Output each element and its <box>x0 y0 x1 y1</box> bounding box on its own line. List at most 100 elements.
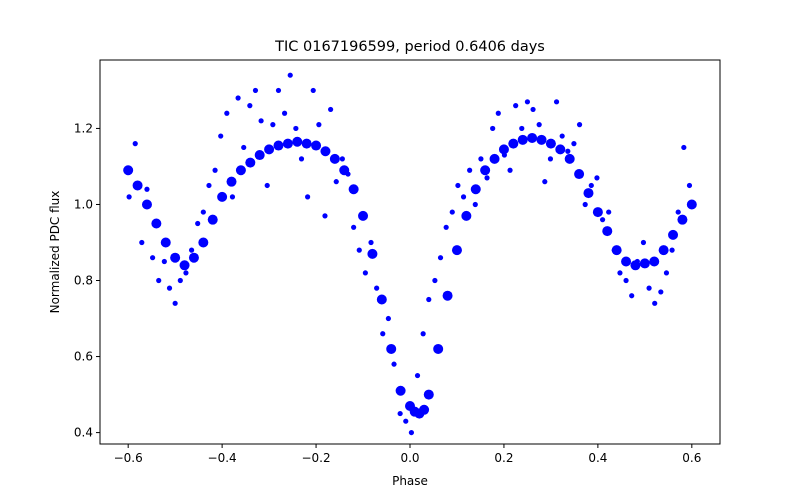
data-point <box>188 252 199 263</box>
data-point <box>542 179 548 185</box>
data-point <box>161 258 167 265</box>
data-point <box>677 214 688 225</box>
data-point <box>206 182 212 189</box>
data-point <box>536 122 542 128</box>
y-tick-label: 0.4 <box>74 426 93 440</box>
data-point <box>245 157 256 168</box>
data-point <box>177 277 183 284</box>
data-point <box>183 270 189 276</box>
data-point <box>385 315 391 322</box>
data-point <box>348 184 359 195</box>
data-point <box>254 150 265 161</box>
x-tick-label: 0.0 <box>400 451 419 465</box>
data-point <box>602 226 613 237</box>
data-point <box>292 136 303 147</box>
data-point <box>686 199 697 210</box>
data-point <box>652 300 658 306</box>
data-point <box>358 210 369 221</box>
data-point <box>530 106 536 113</box>
data-point <box>472 201 478 208</box>
data-point <box>351 224 357 230</box>
data-point <box>166 285 173 291</box>
data-point <box>451 245 462 256</box>
data-point <box>668 229 679 240</box>
data-point <box>639 258 650 269</box>
data-point <box>649 256 660 267</box>
data-point <box>188 247 195 253</box>
data-point <box>328 106 334 113</box>
data-point <box>264 144 275 155</box>
data-point <box>270 122 276 128</box>
data-point <box>391 361 397 367</box>
data-point <box>395 385 406 396</box>
data-point <box>132 180 143 191</box>
x-tick-label: −0.2 <box>301 451 330 465</box>
data-point <box>380 331 386 337</box>
data-point <box>498 144 509 155</box>
data-point <box>449 209 455 215</box>
data-point <box>681 144 687 151</box>
data-point <box>414 372 421 379</box>
data-point <box>281 110 288 116</box>
data-point <box>489 153 500 164</box>
data-point <box>594 175 600 181</box>
y-tick-label: 1.0 <box>74 197 93 211</box>
data-point <box>144 186 150 192</box>
data-point <box>298 156 305 162</box>
data-point <box>322 213 328 219</box>
data-point <box>442 290 453 301</box>
data-point <box>564 153 575 164</box>
data-point <box>150 255 156 261</box>
data-point <box>170 252 181 263</box>
data-point <box>519 125 525 132</box>
data-point <box>403 418 409 424</box>
data-point <box>480 165 491 176</box>
data-point <box>207 214 218 225</box>
data-point <box>640 239 647 246</box>
data-point <box>495 110 501 116</box>
data-point <box>423 389 434 400</box>
data-point <box>536 134 547 145</box>
data-point <box>461 210 472 221</box>
data-point <box>235 95 241 101</box>
data-point <box>437 255 444 261</box>
data-point <box>517 134 528 145</box>
y-axis-label: Normalized PDC flux <box>48 191 62 314</box>
data-point <box>310 87 316 94</box>
data-point <box>565 148 571 154</box>
data-point <box>200 209 206 215</box>
data-point <box>247 103 253 109</box>
data-point <box>634 258 640 265</box>
data-point <box>305 194 311 200</box>
data-point <box>432 277 438 284</box>
x-axis: −0.6 −0.4 −0.2 0.0 0.2 0.4 0.6 <box>114 444 701 465</box>
data-point <box>212 167 218 173</box>
data-point <box>141 199 152 210</box>
data-point <box>478 156 484 162</box>
y-axis: 0.4 0.6 0.8 1.0 1.2 <box>74 121 100 440</box>
data-point <box>582 201 588 208</box>
x-tick-label: −0.6 <box>114 451 143 465</box>
data-point <box>508 138 519 149</box>
data-point <box>408 429 415 436</box>
data-point <box>345 171 351 177</box>
data-point <box>139 239 145 246</box>
data-point <box>362 270 368 276</box>
data-point <box>470 184 481 195</box>
data-point <box>273 140 284 151</box>
data-point <box>574 169 585 180</box>
data-point <box>226 176 237 187</box>
data-points <box>123 72 697 436</box>
data-point <box>419 404 430 415</box>
x-axis-label: Phase <box>392 474 428 488</box>
data-point <box>527 132 538 143</box>
x-tick-label: 0.4 <box>588 451 607 465</box>
data-point <box>524 99 531 105</box>
data-point <box>553 99 560 105</box>
data-point <box>320 146 331 157</box>
data-point <box>172 300 178 306</box>
y-tick-label: 1.2 <box>74 121 93 135</box>
data-point <box>386 343 397 354</box>
data-point <box>513 103 519 109</box>
data-point <box>179 260 190 271</box>
